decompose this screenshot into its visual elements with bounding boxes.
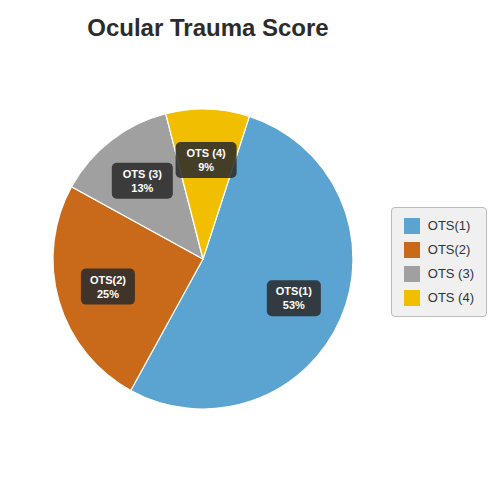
html-text:OTS(1): OTS(1): [427, 218, 471, 233]
svg-text:OTS (3)13%: OTS (3)13%: [123, 168, 162, 194]
html-text:OTS (3): OTS (3): [427, 266, 474, 281]
html-text:OTS (4): OTS (4): [427, 290, 474, 305]
svg-text:OTS (4)9%: OTS (4)9%: [187, 147, 226, 173]
html-text:Ocular Trauma Score: Ocular Trauma Score: [87, 14, 329, 41]
html-text:OTS(2): OTS(2): [427, 242, 471, 257]
svg-text:OTS(1)53%: OTS(1)53%: [276, 285, 312, 311]
svg-text:OTS(2)25%: OTS(2)25%: [90, 274, 126, 300]
